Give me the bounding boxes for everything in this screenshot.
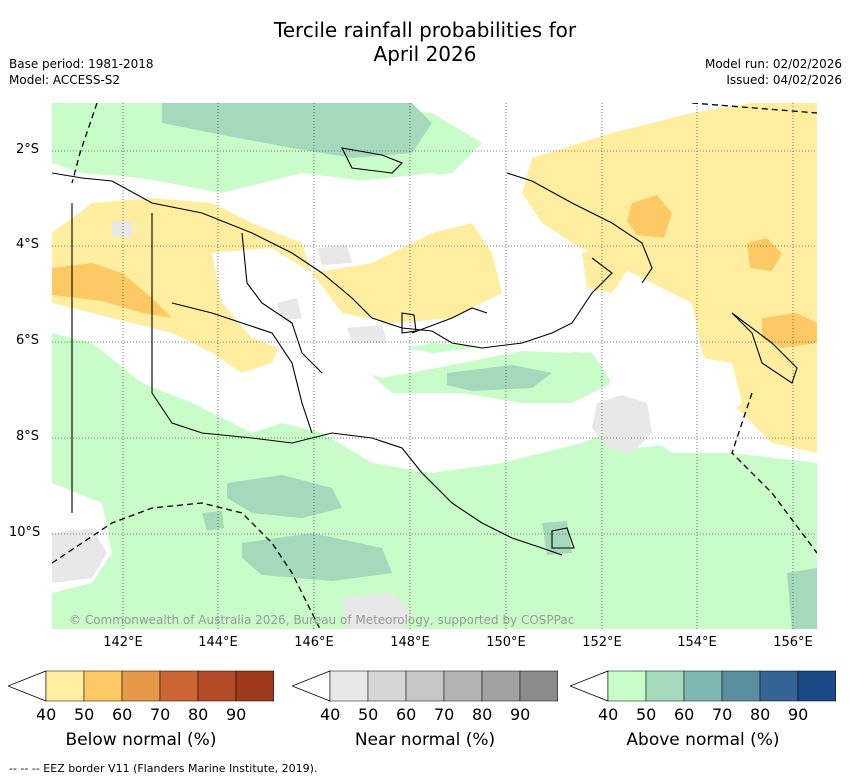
no-signal-region — [212, 248, 592, 378]
lat-label: 4°S — [16, 237, 40, 252]
copyright-notice: © Commonwealth of Australia 2026, Bureau… — [69, 613, 575, 627]
colorbar-label: Below normal (%) — [65, 730, 217, 750]
colorbar — [6, 670, 312, 708]
lat-label: 2°S — [16, 142, 40, 157]
meta-right: Model run: 02/02/2026 Issued: 04/02/2026 — [705, 56, 842, 88]
colorbar — [290, 670, 596, 708]
below-normal-50-region — [762, 313, 817, 348]
lat-label: 8°S — [16, 429, 40, 444]
near-normal-region — [112, 221, 132, 237]
lon-label: 154°E — [677, 635, 717, 650]
lon-label: 150°E — [486, 635, 526, 650]
colorbar-tick: 80 — [750, 705, 771, 724]
colorbar-tick: 50 — [74, 705, 95, 724]
no-signal-region — [332, 173, 522, 248]
colorbar-tick: 40 — [320, 705, 341, 724]
colorbar-label: Above normal (%) — [626, 730, 780, 750]
colorbar-swatch — [197, 670, 237, 702]
lon-label: 142°E — [103, 635, 143, 650]
lat-label: 6°S — [16, 333, 40, 348]
colorbar-swatch — [159, 670, 199, 702]
colorbar-label: Near normal (%) — [354, 730, 496, 750]
colorbar-tick: 60 — [112, 705, 133, 724]
above-normal-50-region — [202, 511, 224, 531]
colorbar-tick: 90 — [226, 705, 247, 724]
colorbar-swatch — [367, 670, 407, 702]
near-normal-region — [342, 593, 412, 629]
above-normal-50-region — [242, 533, 392, 581]
lon-label: 146°E — [294, 635, 334, 650]
eez-border — [52, 103, 817, 629]
map-title: Tercile rainfall probabilities for April… — [0, 18, 850, 66]
above-normal-50-region — [227, 475, 342, 518]
below-normal-50-region — [627, 195, 672, 238]
colorbar-tick: 50 — [636, 705, 657, 724]
lat-label: 10°S — [9, 525, 41, 540]
model-name: Model: ACCESS-S2 — [9, 73, 121, 87]
near-normal-region — [317, 245, 352, 265]
below-normal-region — [582, 243, 632, 293]
colorbar-tick: 80 — [472, 705, 493, 724]
probability-map — [52, 103, 817, 629]
colorbar-swatch — [83, 670, 123, 702]
lon-label: 144°E — [198, 635, 238, 650]
colorbar-tick: 40 — [598, 705, 619, 724]
graticule — [52, 103, 817, 629]
colorbar-swatch — [519, 670, 559, 702]
above-normal-50-region — [542, 521, 572, 555]
title-line-1: Tercile rainfall probabilities for — [273, 18, 577, 42]
colorbar-swatch — [759, 670, 799, 702]
colorbar-swatch — [607, 670, 647, 702]
issued-date: Issued: 04/02/2026 — [726, 73, 842, 87]
below-normal-region — [312, 223, 502, 323]
colorbar-tick: 70 — [434, 705, 455, 724]
colorbar-tick: 90 — [788, 705, 809, 724]
colorbar-swatch — [121, 670, 161, 702]
colorbar-swatch — [443, 670, 483, 702]
colorbar-swatch — [683, 670, 723, 702]
colorbar-tick: 60 — [674, 705, 695, 724]
eez-footnote: -- -- -- EEZ border V11 (Flanders Marine… — [9, 762, 318, 775]
colorbar-swatch — [721, 670, 761, 702]
lon-label: 148°E — [390, 635, 430, 650]
colorbar-tick: 80 — [188, 705, 209, 724]
colorbar-tick: 70 — [712, 705, 733, 724]
colorbar-tick: 60 — [396, 705, 417, 724]
near-normal-region — [592, 395, 652, 453]
colorbar-swatch — [797, 670, 837, 702]
near-normal-region — [52, 528, 107, 583]
model-run: Model run: 02/02/2026 — [704, 57, 842, 71]
title-line-2: April 2026 — [373, 42, 477, 66]
base-period: Base period: 1981-2018 — [9, 57, 154, 71]
colorbar — [568, 670, 850, 708]
colorbar-swatch — [645, 670, 685, 702]
map-svg — [52, 103, 817, 629]
colorbar-swatch — [481, 670, 521, 702]
near-normal-region — [347, 325, 387, 343]
lon-label: 156°E — [773, 635, 813, 650]
colorbar-swatch — [405, 670, 445, 702]
lon-label: 152°E — [582, 635, 622, 650]
meta-left: Base period: 1981-2018 Model: ACCESS-S2 — [9, 56, 154, 88]
above-normal-50-region — [162, 103, 432, 158]
below-normal-50-region — [747, 238, 782, 271]
coastline — [52, 147, 798, 556]
above-normal-50-region — [447, 365, 552, 391]
colorbar-swatch — [329, 670, 369, 702]
colorbar-below-40-arrow — [6, 670, 47, 702]
above-normal-50-region — [787, 568, 817, 629]
colorbar-swatch — [235, 670, 275, 702]
colorbar-tick: 90 — [510, 705, 531, 724]
colorbar-tick: 70 — [150, 705, 171, 724]
colorbar-below-40-arrow — [290, 670, 331, 702]
below-normal-50-region — [52, 263, 172, 318]
near-normal-region — [277, 298, 302, 321]
colorbar-swatch — [45, 670, 85, 702]
below-normal-region — [522, 103, 817, 453]
colorbar-tick: 50 — [358, 705, 379, 724]
colorbar-below-40-arrow — [568, 670, 609, 702]
colorbar-tick: 40 — [36, 705, 57, 724]
